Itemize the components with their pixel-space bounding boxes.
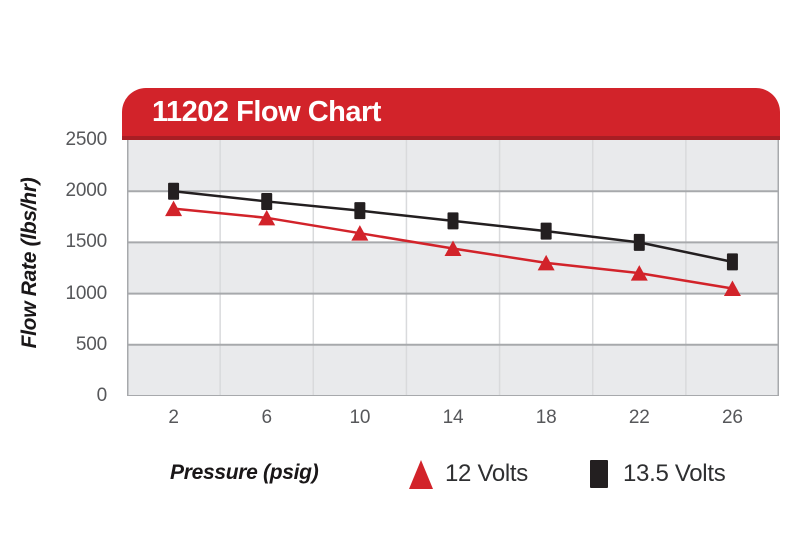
y-tick-label-500: 500 [75, 333, 107, 355]
data-point-12-volts [630, 265, 648, 281]
chart-title: 11202 Flow Chart [152, 96, 381, 128]
y-tick-label-0: 0 [96, 385, 108, 406]
legend-label-12-volts: 12 Volts [445, 460, 528, 487]
data-point-13.5-volts [447, 212, 459, 230]
data-point-12-volts [258, 209, 276, 226]
data-point-12-volts [723, 280, 741, 296]
y-tick-label-2500: 2500 [65, 129, 108, 150]
y-tick-label-1000: 1000 [65, 282, 108, 304]
data-point-13.5-volts [261, 192, 273, 210]
plot-band [127, 140, 779, 192]
x-tick-label-6: 6 [261, 407, 273, 428]
data-point-12-volts [444, 240, 462, 257]
data-point-12-volts [351, 225, 369, 241]
x-tick-label-2: 2 [168, 407, 179, 428]
data-point-12-volts [537, 254, 555, 271]
x-tick-label-14: 14 [442, 407, 464, 428]
legend-item-12-volts: 12 Volts [408, 456, 528, 492]
data-point-12-volts [165, 200, 183, 217]
x-tick-label-18: 18 [535, 407, 557, 428]
x-axis-title: Pressure (psig) [170, 461, 319, 484]
data-point-13.5-volts [540, 222, 552, 240]
triangle-icon [409, 459, 433, 489]
data-point-13.5-volts [354, 202, 366, 220]
square-icon [590, 459, 608, 488]
x-tick-label-26: 26 [722, 407, 743, 428]
plot-area [127, 140, 779, 396]
chart-header-bar: 11202 Flow Chart [122, 88, 780, 140]
plot-band [127, 293, 779, 345]
data-point-13.5-volts [726, 253, 738, 271]
legend-item-13.5-volts: 13.5 Volts [586, 456, 726, 492]
data-point-13.5-volts [633, 233, 645, 251]
data-point-13.5-volts [168, 182, 180, 200]
y-tick-label-1500: 1500 [65, 231, 108, 253]
legend-label-13.5-volts: 13.5 Volts [623, 460, 726, 487]
x-tick-label-22: 22 [628, 407, 650, 428]
x-tick-label-10: 10 [349, 407, 371, 428]
y-tick-label-2000: 2000 [65, 180, 108, 202]
plot-band [127, 344, 779, 396]
